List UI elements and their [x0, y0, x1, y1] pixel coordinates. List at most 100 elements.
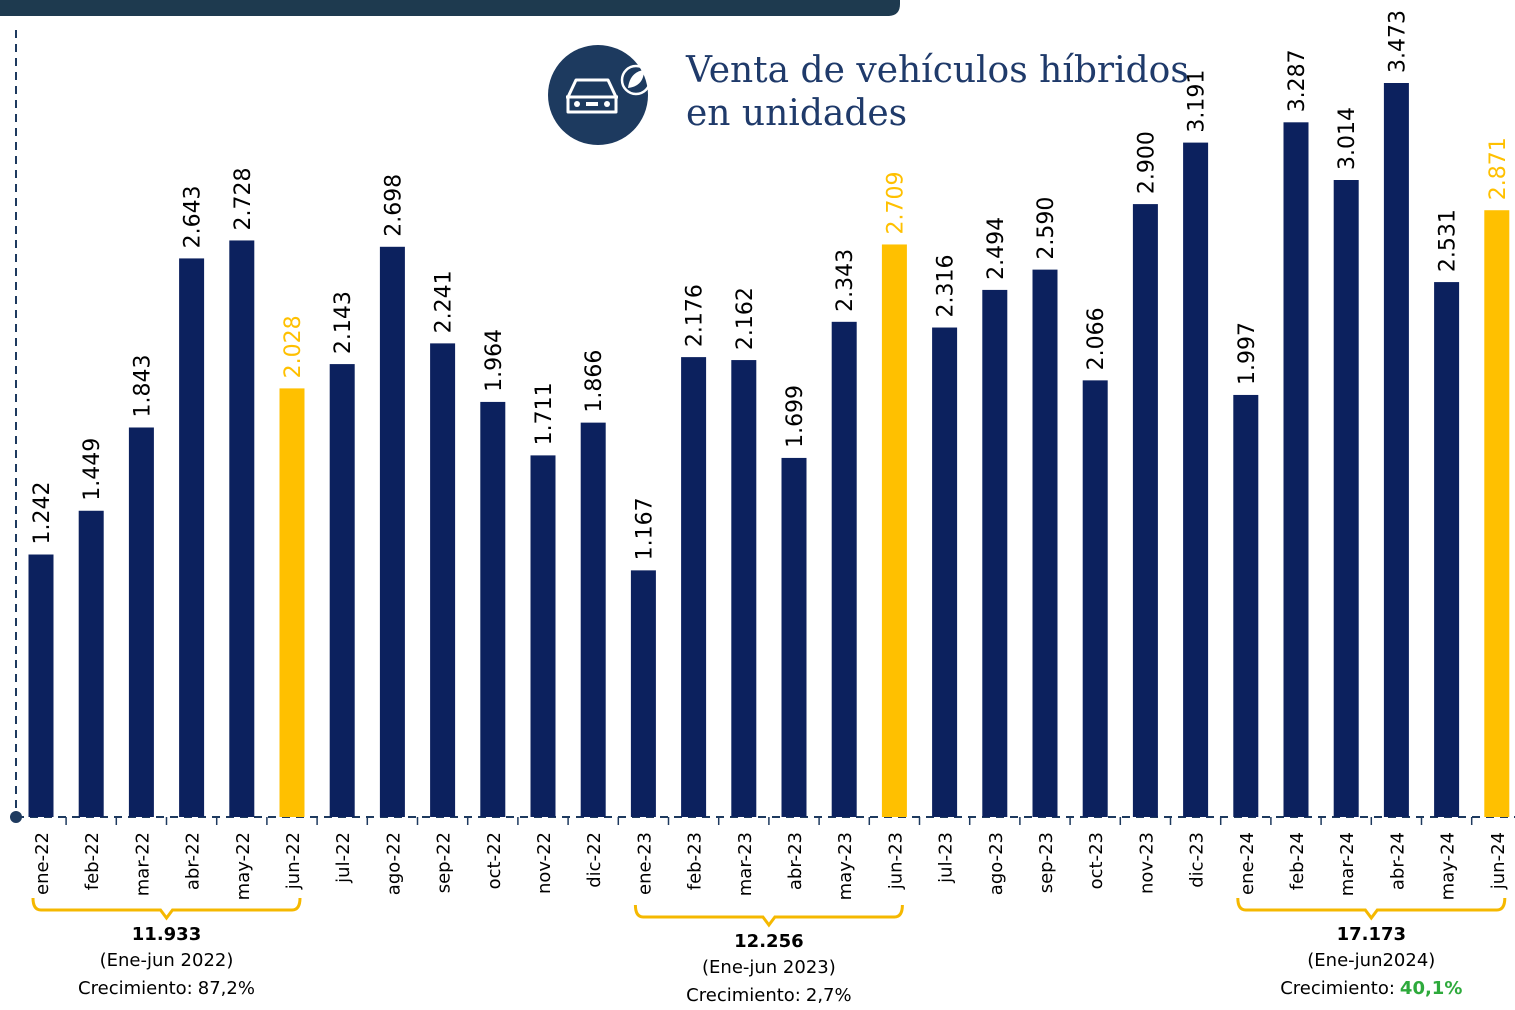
title-icon: [548, 45, 652, 145]
chart-title: en unidades: [686, 93, 907, 134]
x-tick-label: abr-23: [785, 832, 806, 890]
growth-text: Crecimiento:: [78, 978, 193, 999]
data-label: 2.900: [1134, 131, 1159, 194]
x-tick-label: jul-22: [333, 832, 354, 884]
x-tick-label: ene-22: [32, 832, 53, 895]
x-tick-label: ago-23: [986, 832, 1007, 895]
data-label: 1.997: [1235, 322, 1260, 385]
x-tick-label: dic-22: [584, 832, 605, 888]
x-tick-label: abr-24: [1387, 832, 1408, 890]
growth-value: 40,1%: [1400, 978, 1462, 999]
x-tick-label: jun-23: [885, 832, 906, 890]
growth-value: 87,2%: [198, 978, 255, 999]
x-tick-label: may-23: [835, 832, 856, 900]
bar: [1283, 122, 1309, 817]
x-tick-label: jul-23: [936, 832, 957, 884]
summary-growth: Crecimiento: 40,1%: [1280, 978, 1462, 999]
bar: [1434, 282, 1460, 817]
data-label: 1.964: [482, 329, 507, 392]
data-label: 2.494: [984, 217, 1009, 280]
summary-period: (Ene-jun 2023): [702, 957, 836, 978]
bar: [229, 240, 255, 817]
data-label: 3.473: [1385, 10, 1410, 73]
x-tick-label: nov-23: [1136, 832, 1157, 894]
bar: [430, 343, 456, 817]
data-label: 3.014: [1335, 107, 1360, 170]
bar: [28, 554, 54, 817]
bar: [630, 570, 656, 817]
data-label: 2.709: [883, 171, 908, 234]
x-tick-label: oct-22: [484, 832, 505, 889]
data-label: 2.162: [733, 287, 758, 350]
growth-value: 2,7%: [806, 985, 852, 1006]
bar: [530, 455, 556, 817]
data-label: 2.590: [1034, 197, 1059, 260]
summary-period: (Ene-jun 2022): [100, 950, 234, 971]
x-tick-label: dic-23: [1187, 832, 1208, 888]
x-tick-label: abr-22: [183, 832, 204, 890]
x-tick-label: sep-22: [434, 832, 455, 893]
data-label: 2.531: [1436, 209, 1461, 272]
data-label: 1.167: [632, 497, 657, 560]
x-tick-label: mar-24: [1337, 832, 1358, 896]
bar: [1383, 83, 1409, 817]
bar: [1333, 180, 1359, 817]
data-label: 2.728: [231, 167, 256, 230]
x-tick-label: jun-22: [283, 832, 304, 890]
data-label: 2.066: [1084, 307, 1109, 370]
data-label: 2.241: [432, 270, 457, 333]
x-tick-label: oct-23: [1086, 832, 1107, 889]
x-tick-label: may-24: [1438, 832, 1459, 900]
bar: [932, 327, 958, 817]
bar: [681, 357, 707, 817]
x-tick-label: feb-23: [685, 832, 706, 890]
summary-total: 17.173: [1337, 924, 1406, 945]
x-tick-label: ene-23: [634, 832, 655, 895]
data-label: 2.643: [181, 185, 206, 248]
summary-growth: Crecimiento: 87,2%: [78, 978, 255, 999]
bar: [731, 360, 757, 817]
bar: [128, 427, 154, 817]
data-label: 3.191: [1185, 70, 1210, 133]
bar: [279, 388, 305, 817]
summary-growth: Crecimiento: 2,7%: [686, 985, 851, 1006]
bar: [1233, 394, 1259, 817]
data-label: 3.287: [1285, 49, 1310, 112]
bar: [179, 258, 205, 817]
bracket: [633, 904, 904, 928]
x-tick-label: nov-22: [534, 832, 555, 894]
x-tick-label: may-22: [233, 832, 254, 900]
data-label: 2.343: [833, 249, 858, 312]
header-band: [0, 0, 900, 16]
bar: [78, 510, 104, 817]
bar: [1484, 210, 1510, 817]
x-tick-label: ene-24: [1237, 832, 1258, 895]
data-label: 1.711: [532, 382, 557, 445]
data-label: 2.028: [281, 315, 306, 378]
x-tick-label: mar-22: [132, 832, 153, 896]
data-label: 1.449: [80, 438, 105, 501]
bracket: [1236, 897, 1507, 921]
bar: [1132, 204, 1158, 818]
bar: [1032, 269, 1058, 818]
bar: [379, 246, 405, 817]
chart-title: Venta de vehículos híbridos: [685, 50, 1189, 91]
bar: [329, 364, 355, 817]
data-label: 1.866: [582, 350, 607, 413]
bracket: [31, 897, 302, 921]
bar: [781, 457, 807, 817]
x-tick-label: jun-24: [1488, 832, 1509, 890]
summary-total: 12.256: [734, 931, 803, 952]
bar: [480, 401, 506, 817]
bar: [580, 422, 606, 817]
data-label: 1.843: [130, 355, 155, 418]
data-label: 2.316: [934, 255, 959, 318]
data-label: 1.242: [30, 482, 55, 545]
bar: [881, 244, 907, 818]
bar: [1183, 142, 1209, 818]
bar: [1082, 380, 1108, 817]
summary-total: 11.933: [132, 924, 201, 945]
x-tick-label: feb-22: [82, 832, 103, 890]
data-label: 2.176: [683, 284, 708, 347]
growth-text: Crecimiento:: [1280, 978, 1395, 999]
